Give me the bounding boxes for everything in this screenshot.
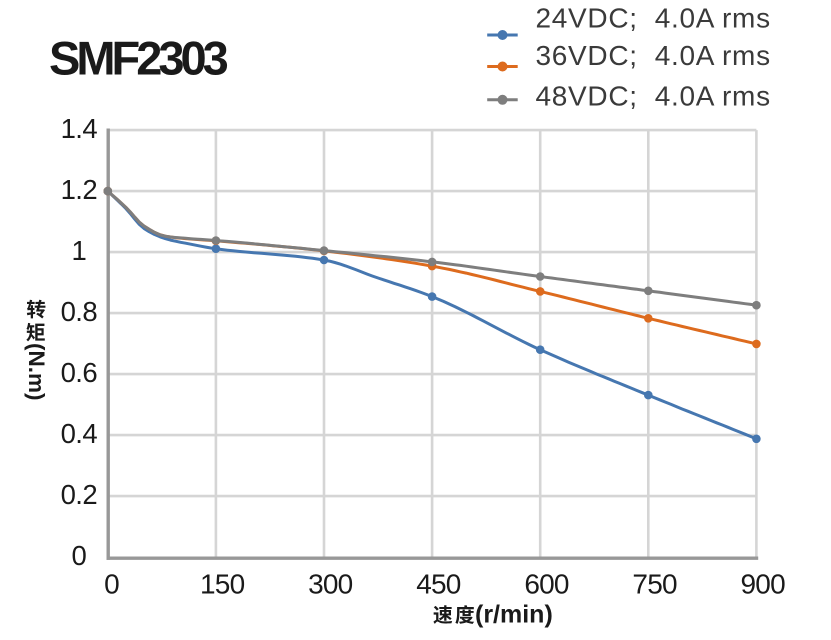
svg-text:0.4: 0.4 xyxy=(61,418,98,449)
svg-text:SMF2303: SMF2303 xyxy=(49,32,228,85)
svg-text:48VDC; 4.0A rms: 48VDC; 4.0A rms xyxy=(536,81,771,112)
svg-text:36VDC; 4.0A rms: 36VDC; 4.0A rms xyxy=(536,40,771,71)
svg-text:(r/min): (r/min) xyxy=(475,601,553,629)
svg-text:450: 450 xyxy=(416,568,461,599)
svg-text:0: 0 xyxy=(104,568,119,599)
svg-text:900: 900 xyxy=(741,568,786,599)
svg-text:1.4: 1.4 xyxy=(61,113,98,144)
svg-text:600: 600 xyxy=(524,568,569,599)
svg-text:0.6: 0.6 xyxy=(61,357,98,388)
svg-text:0.2: 0.2 xyxy=(61,479,97,510)
svg-text:750: 750 xyxy=(632,568,677,599)
svg-text:1: 1 xyxy=(71,235,86,266)
svg-text:(N.m): (N.m) xyxy=(24,343,49,401)
svg-text:0: 0 xyxy=(71,540,86,571)
svg-text:300: 300 xyxy=(308,568,353,599)
svg-text:0.8: 0.8 xyxy=(61,296,98,327)
svg-text:150: 150 xyxy=(200,568,245,599)
svg-text:24VDC; 4.0A rms: 24VDC; 4.0A rms xyxy=(536,2,771,33)
svg-text:1.2: 1.2 xyxy=(61,174,97,205)
